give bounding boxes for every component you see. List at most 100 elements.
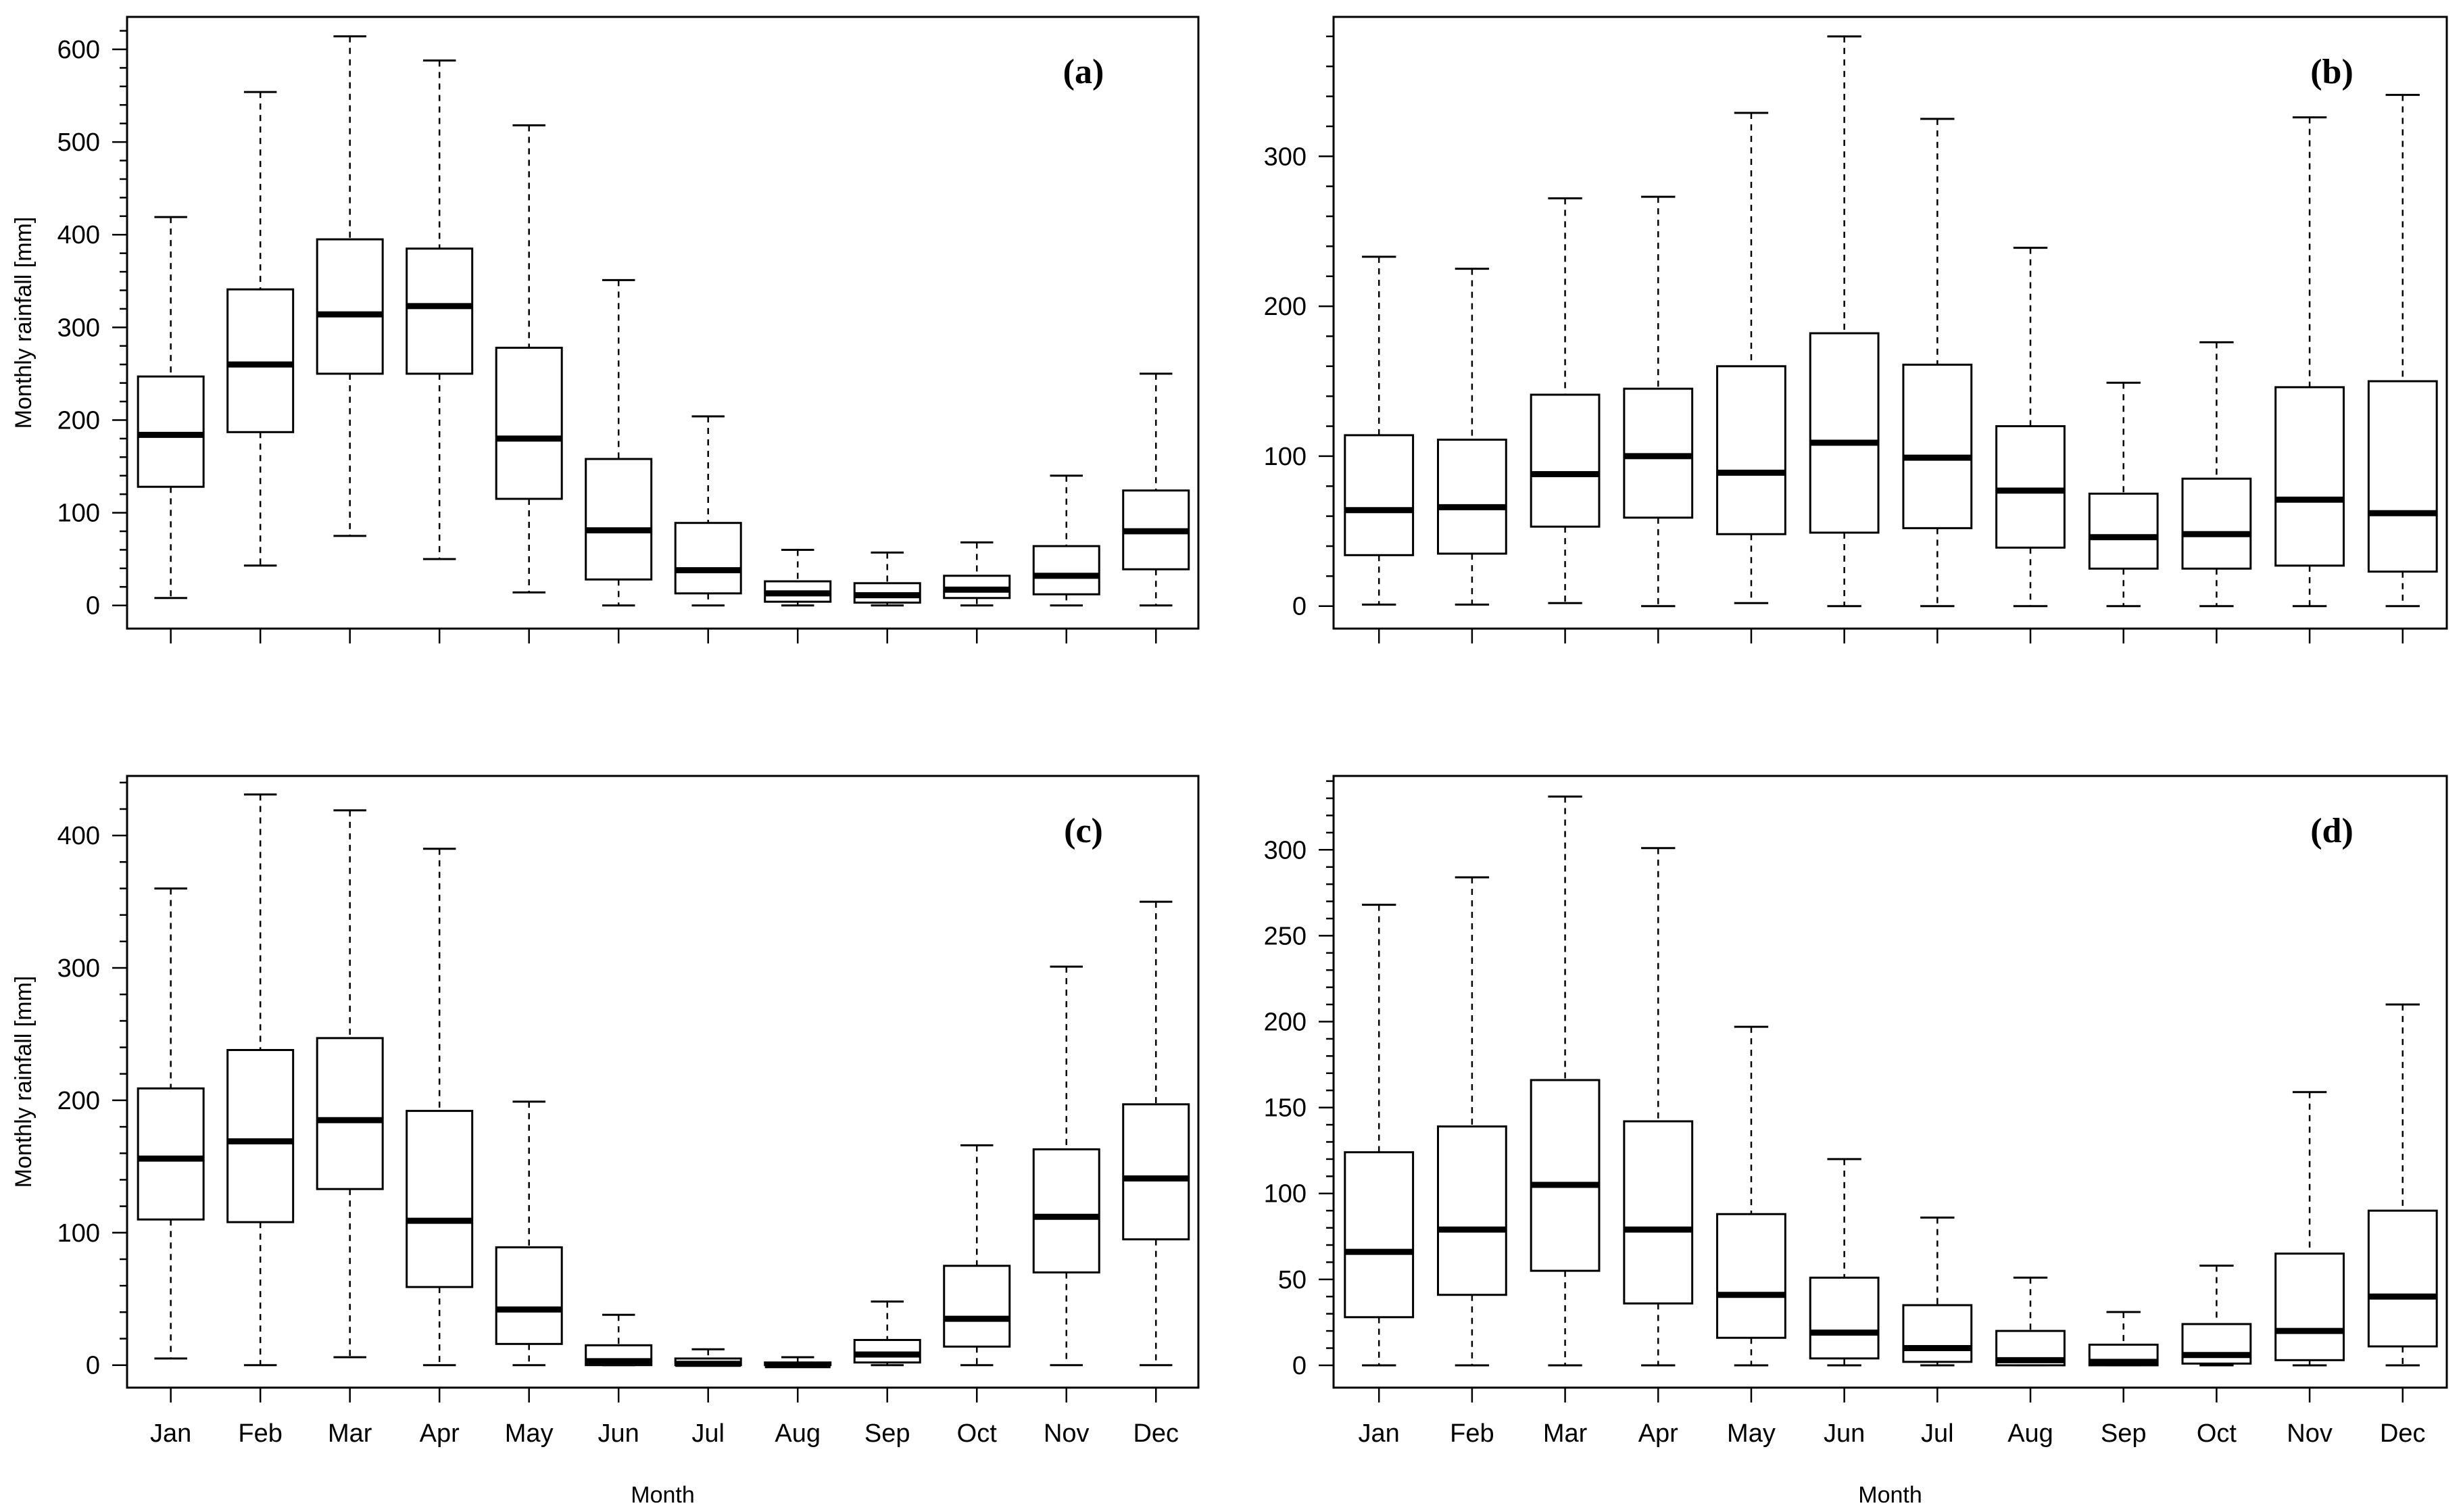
iqr-box xyxy=(316,1037,384,1190)
iqr-box xyxy=(495,347,563,500)
iqr-box xyxy=(2088,492,2159,570)
box-sep xyxy=(853,552,921,607)
y-tick-label: 100 xyxy=(57,1219,100,1248)
x-tick-label: Feb xyxy=(1450,1419,1494,1448)
y-tick-label: 600 xyxy=(57,36,100,64)
iqr-box xyxy=(1809,332,1880,534)
x-tick-label: Nov xyxy=(1044,1419,1090,1448)
box-jul xyxy=(674,415,742,607)
x-tick-label: Jun xyxy=(598,1419,639,1448)
box-jun xyxy=(1809,35,1880,608)
x-tick-label: Mar xyxy=(1543,1419,1588,1448)
iqr-box xyxy=(1344,434,1415,556)
box-jul xyxy=(1902,1216,1973,1367)
box-jan xyxy=(137,887,205,1360)
iqr-box xyxy=(137,1087,205,1221)
box-jan xyxy=(137,216,205,600)
box-dec xyxy=(1122,372,1190,607)
x-tick-label: Jul xyxy=(1921,1419,1954,1448)
x-tick-label: Apr xyxy=(420,1419,460,1448)
x-tick-label: Sep xyxy=(864,1419,910,1448)
panel-label: (b) xyxy=(2310,53,2354,91)
box-may xyxy=(495,124,563,594)
box-may xyxy=(495,1100,563,1367)
panel-b: 0 100 200 300 (b) xyxy=(1264,16,2448,643)
box-mar xyxy=(1530,796,1601,1367)
iqr-box xyxy=(853,1338,921,1364)
panel-d: 0 50 100 150 200 250 300 (d) Jan Feb Mar Apr May Jun J… xyxy=(1264,775,2448,1508)
box-nov xyxy=(1032,965,1100,1367)
x-tick-label: Nov xyxy=(2287,1419,2333,1448)
box-oct xyxy=(2181,341,2252,608)
iqr-box xyxy=(495,1246,563,1345)
box-mar xyxy=(316,35,384,537)
box-aug xyxy=(1995,247,2066,608)
y-tick-label: 300 xyxy=(57,954,100,983)
iqr-box xyxy=(1122,1103,1190,1241)
box-feb xyxy=(1436,268,1507,606)
x-tick-label: Jun xyxy=(1824,1419,1865,1448)
y-tick-label: 400 xyxy=(57,221,100,249)
y-tick-label: 300 xyxy=(1264,143,1307,171)
iqr-box xyxy=(2367,1209,2438,1348)
iqr-box xyxy=(2274,386,2345,567)
y-tick-label: 50 xyxy=(1278,1266,1307,1294)
iqr-box xyxy=(316,238,384,375)
iqr-box xyxy=(1436,1125,1507,1296)
y-tick-label: 100 xyxy=(57,499,100,528)
panel-c: 0 100 200 300 400 Monthly rainfall [mm] (c) Jan… xyxy=(11,775,1200,1508)
x-tick-label: Mar xyxy=(328,1419,372,1448)
iqr-box xyxy=(2274,1252,2345,1361)
box-apr xyxy=(1623,195,1694,608)
box-mar xyxy=(1530,197,1601,604)
iqr-box xyxy=(1716,365,1786,535)
iqr-box xyxy=(585,458,653,581)
iqr-box xyxy=(1032,1148,1100,1274)
box-dec xyxy=(2367,93,2438,608)
y-tick-label: 0 xyxy=(86,1352,100,1380)
panel-label: (a) xyxy=(1063,53,1104,91)
box-aug xyxy=(764,1356,832,1369)
box-jan xyxy=(1344,904,1415,1367)
box-jul xyxy=(1902,118,1973,608)
panel-a: 0 100 200 300 400 500 600 Monthly rainfall [mm]… xyxy=(11,16,1200,643)
box-jun xyxy=(585,1313,653,1367)
plot-frame xyxy=(126,775,1200,1389)
box-oct xyxy=(943,1144,1011,1367)
box-nov xyxy=(2274,116,2345,608)
box-nov xyxy=(2274,1091,2345,1367)
x-tick-label: Aug xyxy=(775,1419,821,1448)
box-oct xyxy=(2181,1265,2252,1367)
x-tick-label: Oct xyxy=(957,1419,998,1448)
panel-label: (d) xyxy=(2310,812,2354,850)
iqr-box xyxy=(1623,1120,1694,1304)
y-tick-label: 150 xyxy=(1264,1094,1307,1123)
iqr-box xyxy=(406,1110,474,1288)
iqr-box xyxy=(1902,364,1973,529)
box-apr xyxy=(406,848,474,1367)
box-apr xyxy=(1623,847,1694,1367)
plot-frame xyxy=(126,16,1200,630)
y-tick-label: 200 xyxy=(57,1087,100,1115)
plot-frame xyxy=(1332,775,2448,1389)
x-tick-label: Dec xyxy=(2380,1419,2426,1448)
x-tick-label: Sep xyxy=(2101,1419,2147,1448)
box-may xyxy=(1716,112,1786,604)
iqr-box xyxy=(674,522,742,595)
box-dec xyxy=(2367,1003,2438,1367)
iqr-box xyxy=(226,1048,295,1223)
iqr-box xyxy=(1530,393,1601,528)
y-tick-label: 300 xyxy=(1264,836,1307,864)
x-tick-label: Oct xyxy=(2197,1419,2237,1448)
iqr-box xyxy=(2181,477,2252,570)
iqr-box xyxy=(1530,1079,1601,1272)
y-tick-label: 0 xyxy=(1292,593,1307,621)
box-aug xyxy=(764,548,832,607)
iqr-box xyxy=(1344,1151,1415,1319)
x-tick-label: Apr xyxy=(1638,1419,1678,1448)
x-tick-label: May xyxy=(505,1419,554,1448)
y-tick-label: 0 xyxy=(1292,1352,1307,1380)
iqr-box xyxy=(1436,439,1507,555)
box-mar xyxy=(316,809,384,1359)
